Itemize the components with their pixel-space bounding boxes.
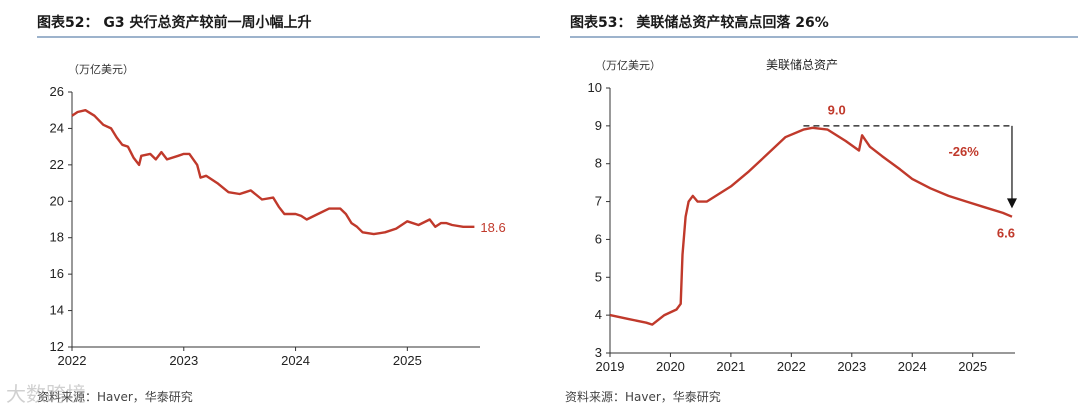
- left-unit-label: （万亿美元）: [68, 63, 134, 76]
- left-title-rule: [37, 36, 540, 38]
- x-tick-label: 2024: [281, 353, 310, 368]
- y-tick-label: 10: [588, 80, 602, 95]
- y-tick-label: 12: [50, 339, 64, 354]
- y-tick-label: 16: [50, 266, 64, 281]
- peak-value-label: 9.0: [828, 103, 846, 118]
- left-chart-panel: 图表52： G3 央行总资产较前一周小幅上升 （万亿美元） 12 14 16 18 20…: [6, 15, 540, 406]
- right-unit-label: （万亿美元）: [595, 59, 661, 72]
- right-line-chart: （万亿美元） 美联储总资产 3 4 5 6 7 8 9 10 2019 2020 2021 2022 20…: [588, 57, 1017, 374]
- watermark-logo: 大数跨境: [6, 382, 86, 406]
- y-tick-label: 24: [50, 120, 64, 135]
- y-tick-label: 3: [595, 345, 602, 360]
- y-tick-label: 7: [595, 194, 602, 209]
- y-tick-label: 26: [50, 84, 64, 99]
- right-chart-title: 图表53： 美联储总资产较高点回落 26%: [570, 15, 829, 31]
- series-line: [71, 108, 475, 236]
- x-tick-label: 2023: [169, 353, 198, 368]
- change-percent-label: -26%: [948, 144, 979, 159]
- end-value-label: 6.6: [997, 226, 1015, 241]
- series-line: [609, 126, 1013, 326]
- y-tick-label: 20: [50, 193, 64, 208]
- y-tick-label: 22: [50, 157, 64, 172]
- x-tick-label: 2020: [656, 359, 685, 374]
- x-tick-label: 2019: [596, 359, 625, 374]
- x-tick-label: 2025: [393, 353, 422, 368]
- right-title-rule: [570, 36, 1078, 38]
- y-tick-label: 9: [595, 118, 602, 133]
- x-tick-label: 2022: [58, 353, 87, 368]
- left-chart-title: 图表52： G3 央行总资产较前一周小幅上升: [37, 15, 312, 31]
- right-chart-source: 资料来源：Haver，华泰研究: [565, 390, 721, 404]
- y-tick-label: 6: [595, 231, 602, 246]
- x-tick-label: 2024: [898, 359, 927, 374]
- x-tick-label: 2022: [777, 359, 806, 374]
- end-value-label: 18.6: [480, 220, 505, 235]
- y-tick-label: 8: [595, 156, 602, 171]
- x-tick-label: 2023: [837, 359, 866, 374]
- y-tick-label: 4: [595, 307, 602, 322]
- right-chart-panel: 图表53： 美联储总资产较高点回落 26% （万亿美元） 美联储总资产 3 4 5 6 7…: [540, 0, 1080, 416]
- legend-label: 美联储总资产: [766, 57, 838, 72]
- left-chart-source: 资料来源：Haver，华泰研究: [37, 390, 193, 404]
- y-tick-label: 5: [595, 269, 602, 284]
- x-tick-label: 2025: [958, 359, 987, 374]
- y-tick-label: 18: [50, 230, 64, 245]
- x-tick-label: 2021: [716, 359, 745, 374]
- decline-arrow-head: [1006, 198, 1017, 209]
- y-tick-label: 14: [50, 303, 64, 318]
